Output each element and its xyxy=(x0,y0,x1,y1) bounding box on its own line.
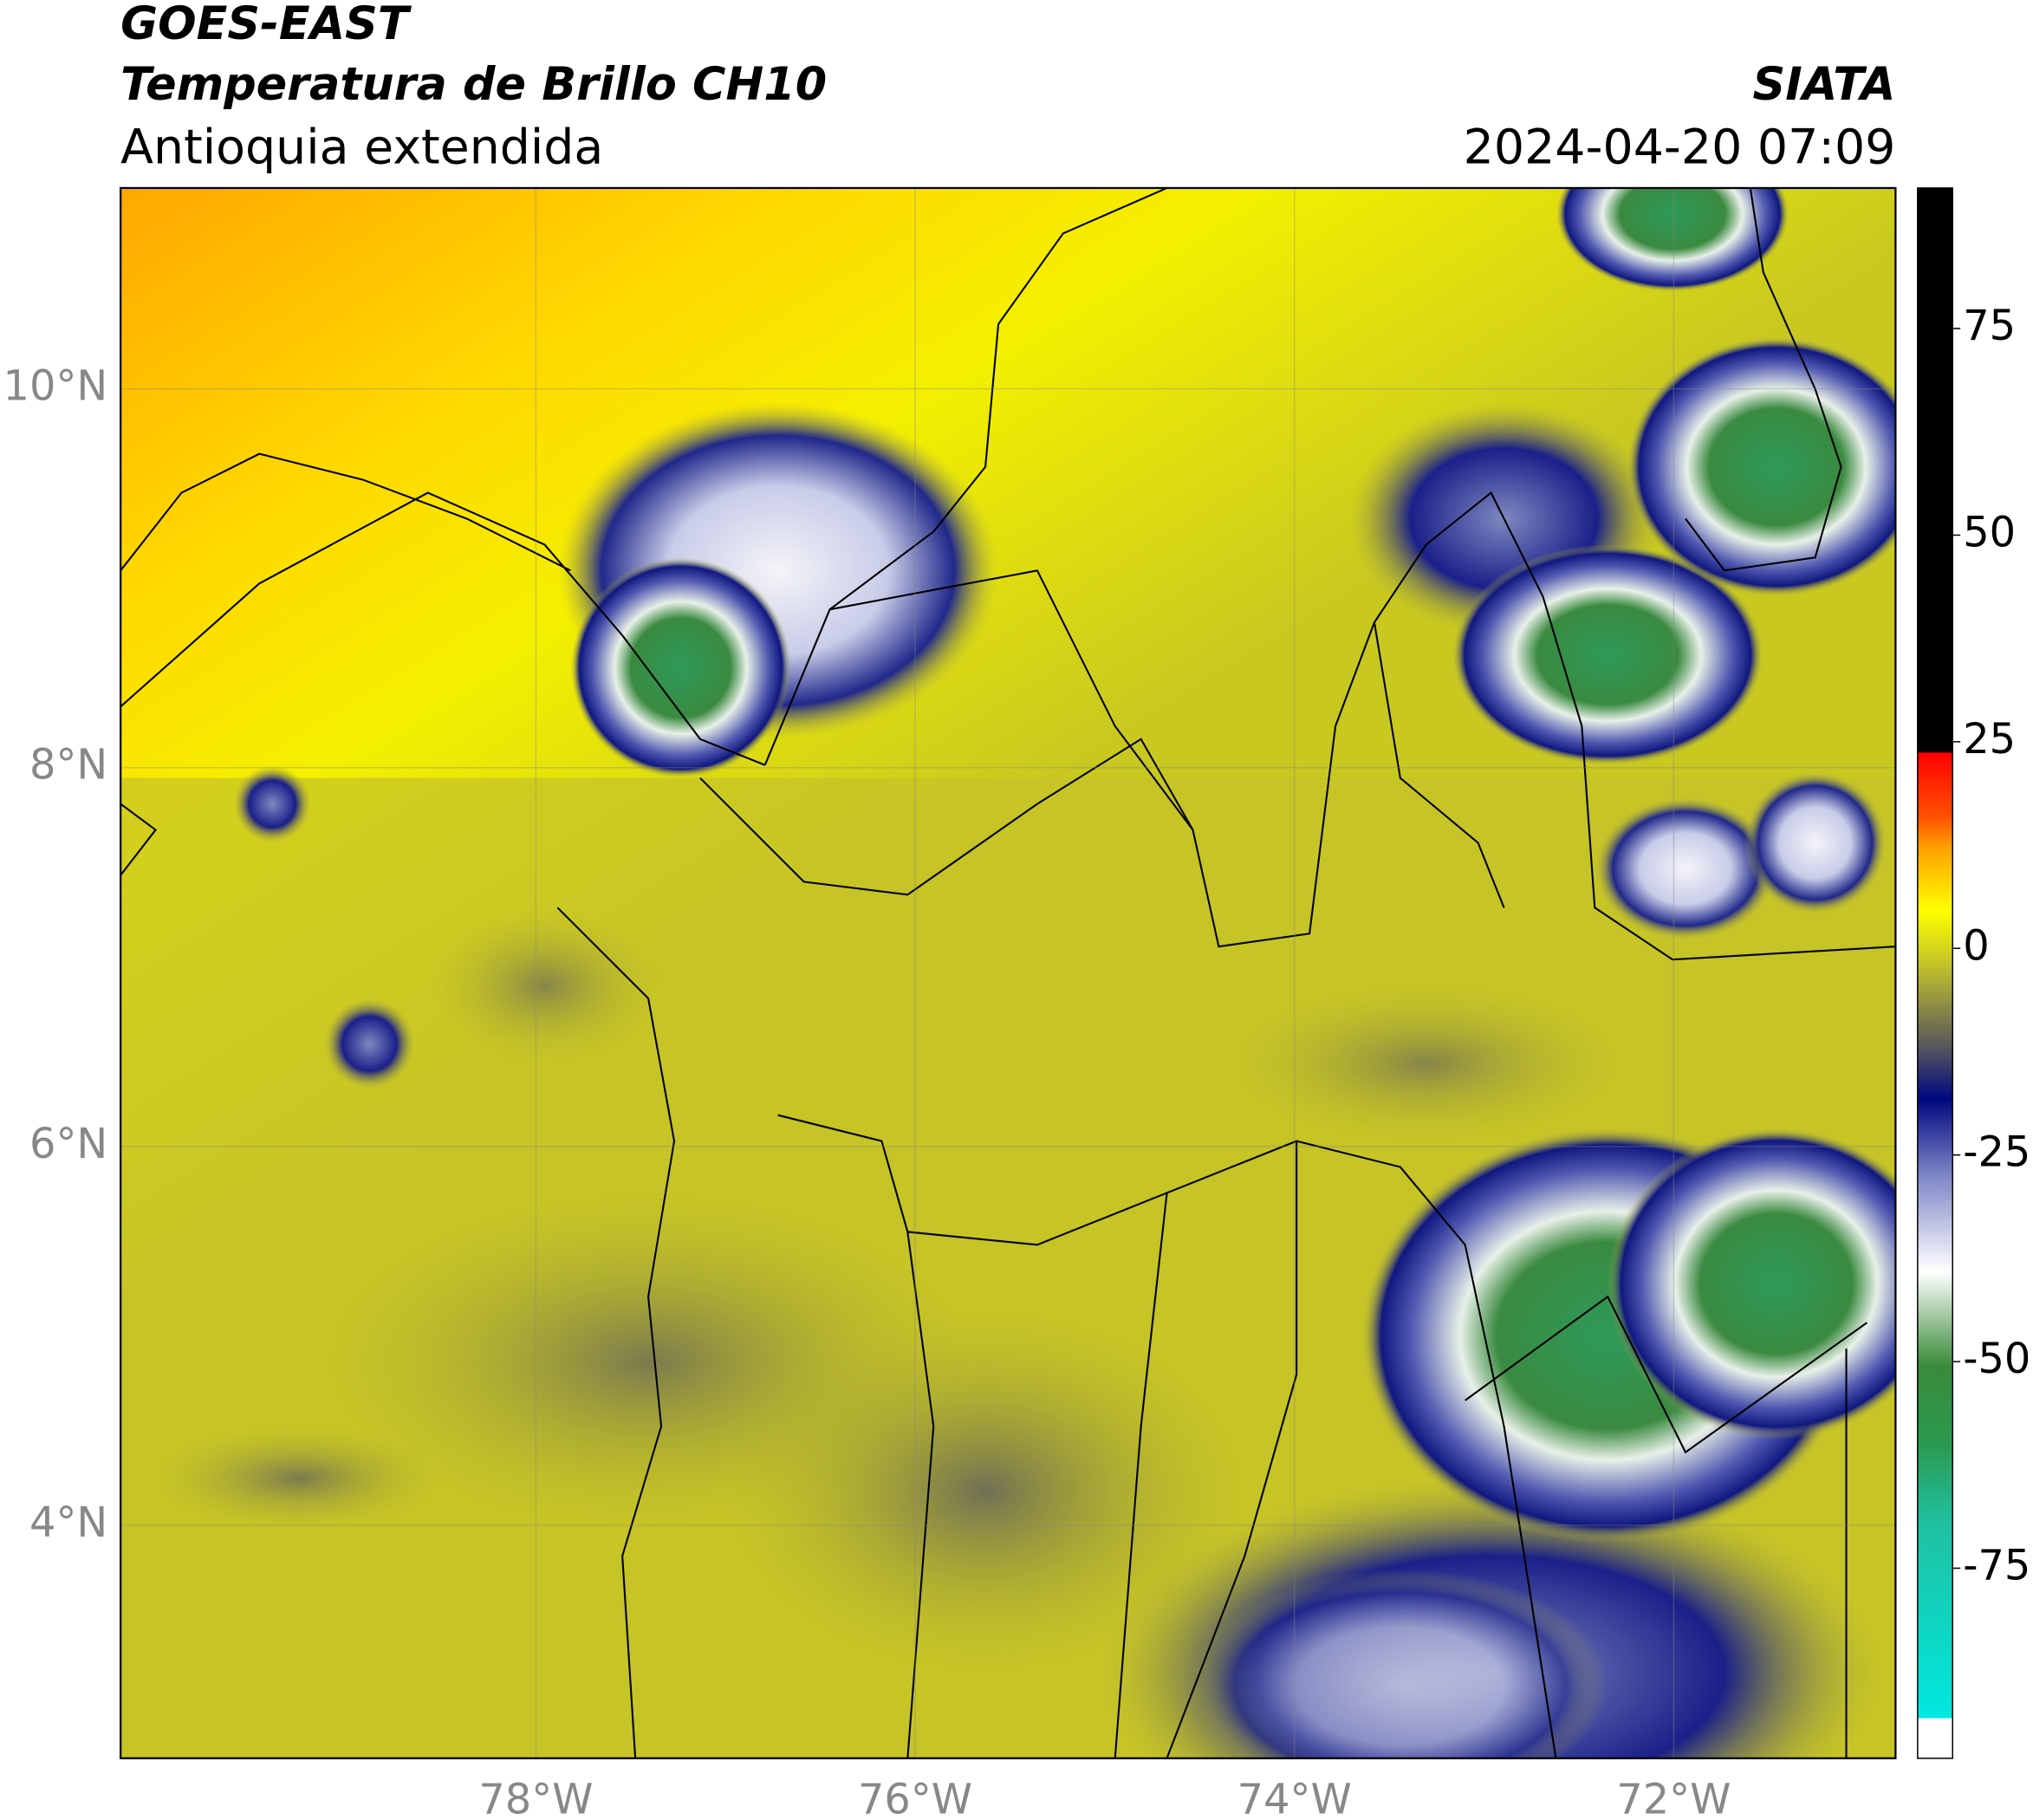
y-tick-label: 6°N xyxy=(29,1121,107,1168)
subtitle: Temperatura de Brillo CH10 xyxy=(120,58,827,111)
source: SIATA xyxy=(1753,58,1896,111)
y-tick-label: 4°N xyxy=(29,1499,107,1547)
colorbar-tick-label: -50 xyxy=(1963,1336,2030,1383)
x-tick-label: 78°W xyxy=(478,1777,593,1820)
x-tick-label: 72°W xyxy=(1616,1777,1731,1820)
colorbar xyxy=(1917,187,1953,1759)
colorbar-tick-label: 25 xyxy=(1963,716,2016,764)
y-tick-label: 8°N xyxy=(29,742,107,790)
x-tick-label: 76°W xyxy=(858,1777,972,1820)
y-tick-label: 10°N xyxy=(3,363,108,411)
x-tick-label: 74°W xyxy=(1237,1777,1352,1820)
region: Antioquia extendida xyxy=(120,120,603,176)
grid xyxy=(120,187,1896,1758)
colorbar-tick-label: -25 xyxy=(1963,1129,2030,1177)
colorbar-tick-label: 0 xyxy=(1963,922,1989,970)
colorbar-tick-label: 75 xyxy=(1963,302,2016,350)
map-frame xyxy=(120,186,1897,1759)
colorbar-tick-label: 50 xyxy=(1963,509,2016,556)
title: GOES-EAST xyxy=(120,0,412,50)
map-image xyxy=(120,187,1896,1758)
colorbar-tick-label: -75 xyxy=(1963,1542,2030,1589)
datetime: 2024-04-20 07:09 xyxy=(1464,120,1896,176)
